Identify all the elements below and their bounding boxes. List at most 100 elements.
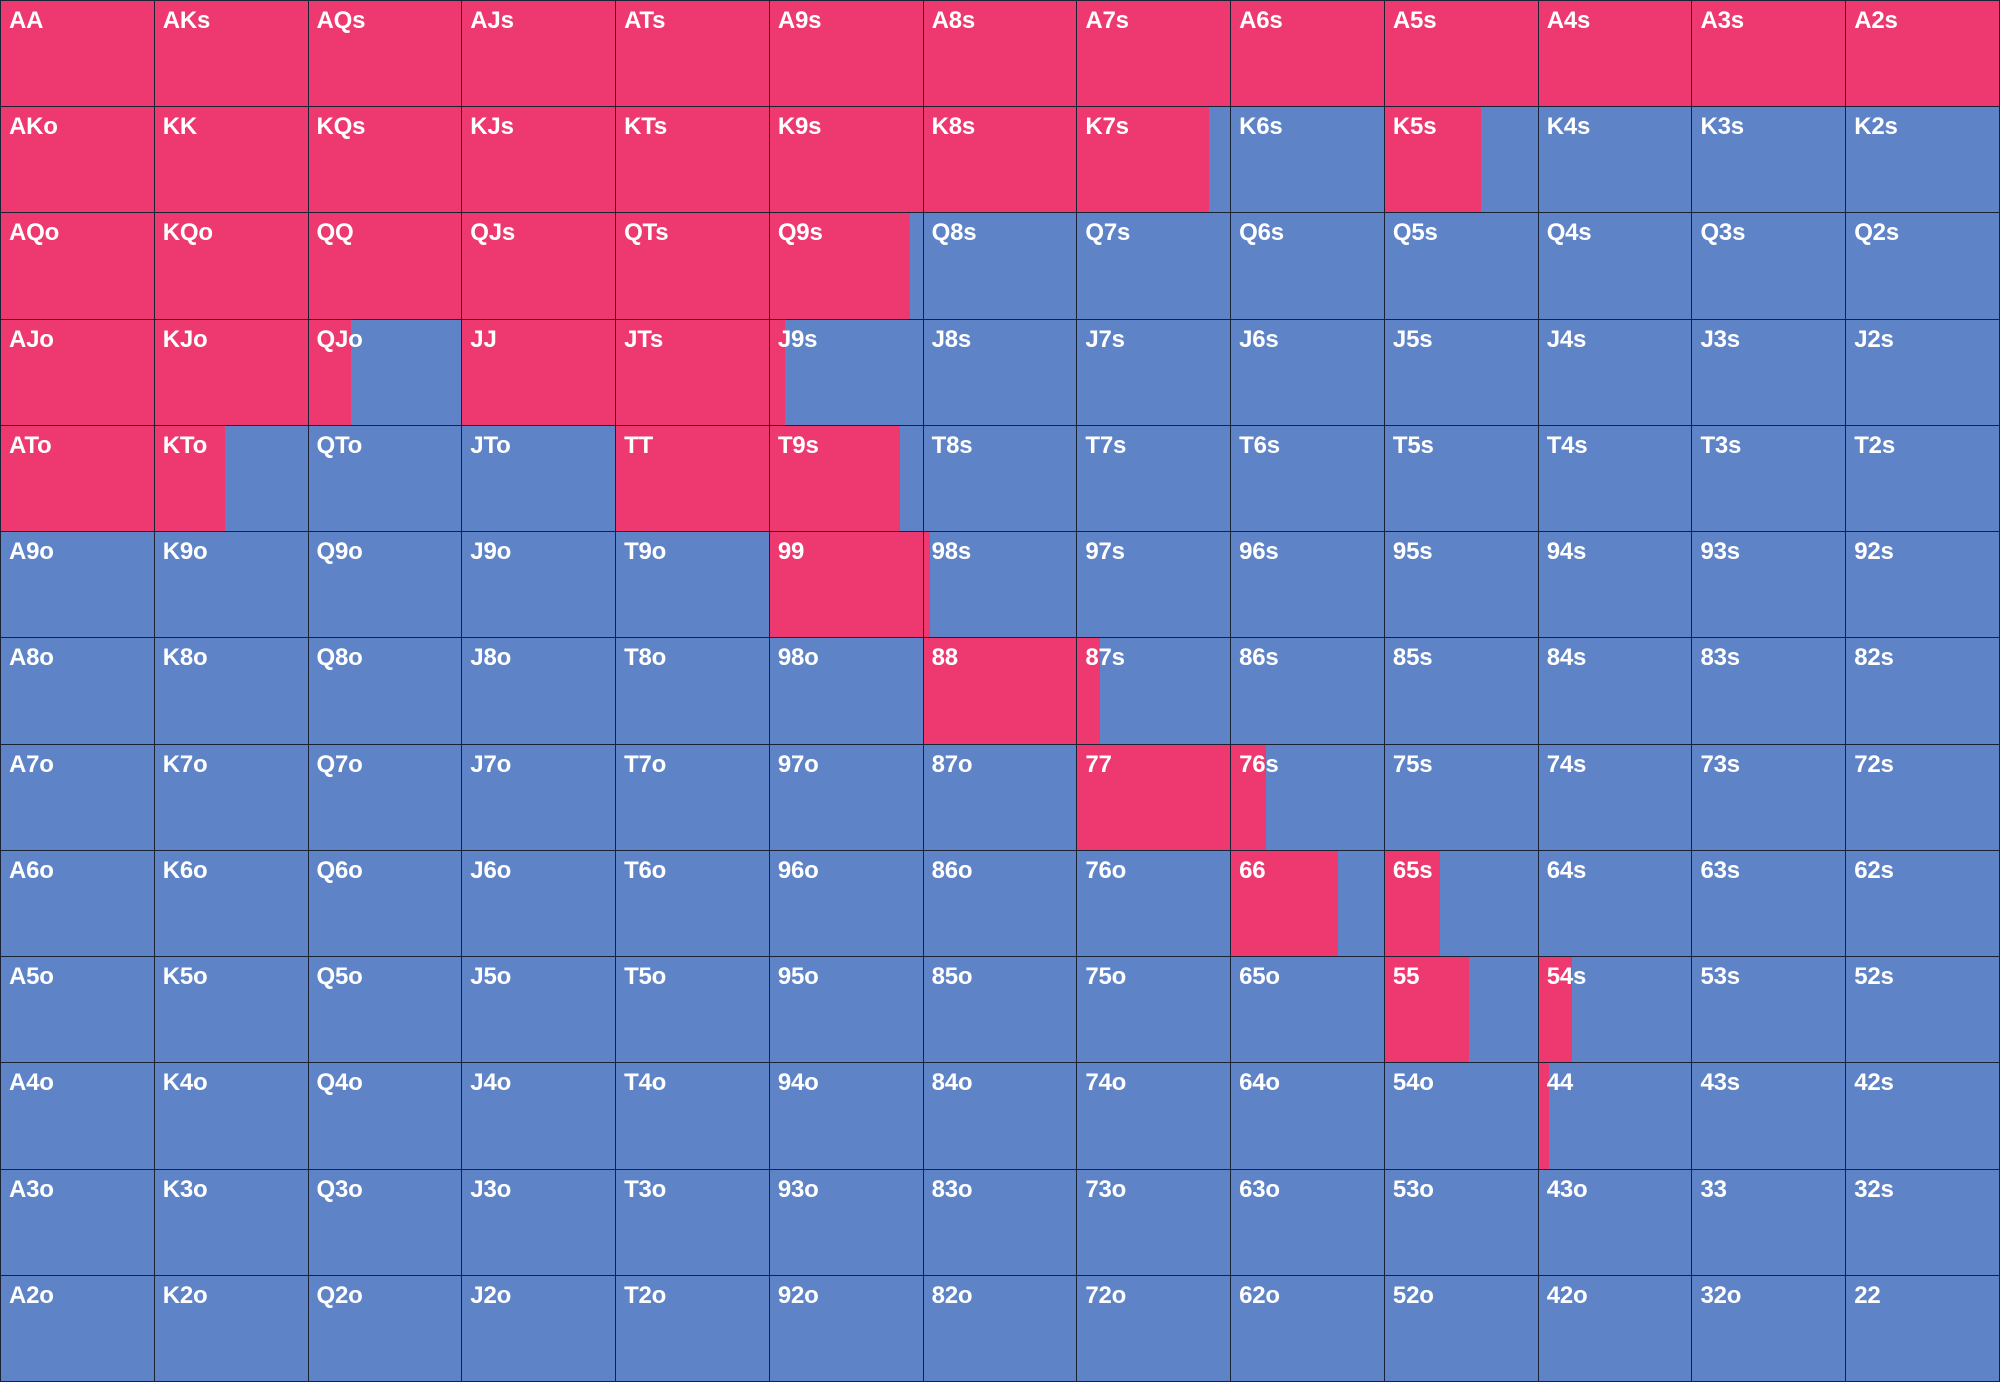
hand-cell-Q8s[interactable]: Q8s (923, 213, 1078, 320)
hand-cell-AJo[interactable]: AJo (1, 319, 155, 426)
hand-cell-64o[interactable]: 64o (1231, 1063, 1385, 1170)
hand-cell-A4o[interactable]: A4o (1, 1063, 155, 1170)
hand-cell-Q5o[interactable]: Q5o (308, 957, 463, 1064)
hand-cell-84o[interactable]: 84o (923, 1063, 1078, 1170)
hand-cell-J8o[interactable]: J8o (462, 638, 617, 745)
hand-cell-J6o[interactable]: J6o (462, 850, 617, 958)
hand-cell-42o[interactable]: 42o (1538, 1275, 1693, 1382)
hand-cell-74s[interactable]: 74s (1538, 744, 1693, 851)
hand-cell-T3s[interactable]: T3s (1692, 425, 1847, 533)
hand-cell-44[interactable]: 44 (1538, 1063, 1693, 1170)
hand-cell-33[interactable]: 33 (1692, 1169, 1847, 1276)
hand-cell-QJo[interactable]: QJo (308, 319, 463, 426)
hand-cell-KQs[interactable]: KQs (308, 107, 463, 214)
hand-cell-K6s[interactable]: K6s (1231, 107, 1385, 214)
hand-cell-77[interactable]: 77 (1077, 744, 1232, 851)
hand-cell-52o[interactable]: 52o (1384, 1275, 1539, 1382)
hand-cell-K7s[interactable]: K7s (1077, 107, 1232, 214)
hand-cell-92o[interactable]: 92o (769, 1275, 924, 1382)
hand-cell-95s[interactable]: 95s (1384, 532, 1539, 639)
hand-cell-A5s[interactable]: A5s (1384, 1, 1539, 108)
hand-cell-T8o[interactable]: T8o (616, 638, 770, 745)
hand-cell-J9s[interactable]: J9s (769, 319, 924, 426)
hand-cell-32s[interactable]: 32s (1846, 1169, 2000, 1276)
hand-cell-73s[interactable]: 73s (1692, 744, 1847, 851)
hand-cell-K7o[interactable]: K7o (154, 744, 309, 851)
hand-cell-Q5s[interactable]: Q5s (1384, 213, 1539, 320)
hand-cell-J3o[interactable]: J3o (462, 1169, 617, 1276)
hand-cell-Q6s[interactable]: Q6s (1231, 213, 1385, 320)
hand-cell-J7s[interactable]: J7s (1077, 319, 1232, 426)
hand-cell-97s[interactable]: 97s (1077, 532, 1232, 639)
hand-cell-TT[interactable]: TT (616, 425, 770, 533)
hand-cell-A2s[interactable]: A2s (1846, 1, 2000, 108)
hand-cell-Q3o[interactable]: Q3o (308, 1169, 463, 1276)
hand-cell-A4s[interactable]: A4s (1538, 1, 1693, 108)
hand-cell-62s[interactable]: 62s (1846, 850, 2000, 958)
hand-cell-92s[interactable]: 92s (1846, 532, 2000, 639)
hand-cell-AJs[interactable]: AJs (462, 1, 617, 108)
hand-cell-T5s[interactable]: T5s (1384, 425, 1539, 533)
hand-cell-53s[interactable]: 53s (1692, 957, 1847, 1064)
hand-cell-QTo[interactable]: QTo (308, 425, 463, 533)
hand-cell-43o[interactable]: 43o (1538, 1169, 1693, 1276)
hand-cell-43s[interactable]: 43s (1692, 1063, 1847, 1170)
hand-cell-75s[interactable]: 75s (1384, 744, 1539, 851)
hand-cell-93s[interactable]: 93s (1692, 532, 1847, 639)
hand-cell-62o[interactable]: 62o (1231, 1275, 1385, 1382)
hand-cell-K6o[interactable]: K6o (154, 850, 309, 958)
hand-cell-Q9s[interactable]: Q9s (769, 213, 924, 320)
hand-cell-T9o[interactable]: T9o (616, 532, 770, 639)
hand-cell-T2s[interactable]: T2s (1846, 425, 2000, 533)
hand-cell-K2o[interactable]: K2o (154, 1275, 309, 1382)
hand-cell-22[interactable]: 22 (1846, 1275, 2000, 1382)
hand-cell-65o[interactable]: 65o (1231, 957, 1385, 1064)
hand-cell-A2o[interactable]: A2o (1, 1275, 155, 1382)
hand-cell-72o[interactable]: 72o (1077, 1275, 1232, 1382)
hand-cell-Q3s[interactable]: Q3s (1692, 213, 1847, 320)
hand-cell-Q7o[interactable]: Q7o (308, 744, 463, 851)
hand-cell-J7o[interactable]: J7o (462, 744, 617, 851)
hand-cell-95o[interactable]: 95o (769, 957, 924, 1064)
hand-cell-J9o[interactable]: J9o (462, 532, 617, 639)
hand-cell-A3o[interactable]: A3o (1, 1169, 155, 1276)
hand-cell-AKo[interactable]: AKo (1, 107, 155, 214)
hand-cell-K8o[interactable]: K8o (154, 638, 309, 745)
hand-cell-82s[interactable]: 82s (1846, 638, 2000, 745)
hand-cell-87o[interactable]: 87o (923, 744, 1078, 851)
hand-cell-QJs[interactable]: QJs (462, 213, 617, 320)
hand-cell-99[interactable]: 99 (769, 532, 924, 639)
hand-cell-T4o[interactable]: T4o (616, 1063, 770, 1170)
hand-cell-66[interactable]: 66 (1231, 850, 1385, 958)
hand-cell-84s[interactable]: 84s (1538, 638, 1693, 745)
hand-cell-KTs[interactable]: KTs (616, 107, 770, 214)
hand-cell-T5o[interactable]: T5o (616, 957, 770, 1064)
hand-cell-96o[interactable]: 96o (769, 850, 924, 958)
hand-cell-T6o[interactable]: T6o (616, 850, 770, 958)
hand-cell-85s[interactable]: 85s (1384, 638, 1539, 745)
hand-cell-64s[interactable]: 64s (1538, 850, 1693, 958)
hand-cell-86s[interactable]: 86s (1231, 638, 1385, 745)
hand-cell-J4s[interactable]: J4s (1538, 319, 1693, 426)
hand-cell-63s[interactable]: 63s (1692, 850, 1847, 958)
hand-cell-K5s[interactable]: K5s (1384, 107, 1539, 214)
hand-cell-88[interactable]: 88 (923, 638, 1078, 745)
hand-cell-J6s[interactable]: J6s (1231, 319, 1385, 426)
hand-cell-J3s[interactable]: J3s (1692, 319, 1847, 426)
hand-cell-K3s[interactable]: K3s (1692, 107, 1847, 214)
hand-cell-KK[interactable]: KK (154, 107, 309, 214)
hand-cell-85o[interactable]: 85o (923, 957, 1078, 1064)
hand-cell-A6o[interactable]: A6o (1, 850, 155, 958)
hand-cell-76o[interactable]: 76o (1077, 850, 1232, 958)
hand-cell-KJs[interactable]: KJs (462, 107, 617, 214)
hand-cell-K4o[interactable]: K4o (154, 1063, 309, 1170)
hand-cell-83o[interactable]: 83o (923, 1169, 1078, 1276)
hand-cell-A3s[interactable]: A3s (1692, 1, 1847, 108)
hand-cell-98o[interactable]: 98o (769, 638, 924, 745)
hand-cell-A8o[interactable]: A8o (1, 638, 155, 745)
hand-cell-K2s[interactable]: K2s (1846, 107, 2000, 214)
hand-cell-J2s[interactable]: J2s (1846, 319, 2000, 426)
hand-cell-Q6o[interactable]: Q6o (308, 850, 463, 958)
hand-cell-K3o[interactable]: K3o (154, 1169, 309, 1276)
hand-cell-AQs[interactable]: AQs (308, 1, 463, 108)
